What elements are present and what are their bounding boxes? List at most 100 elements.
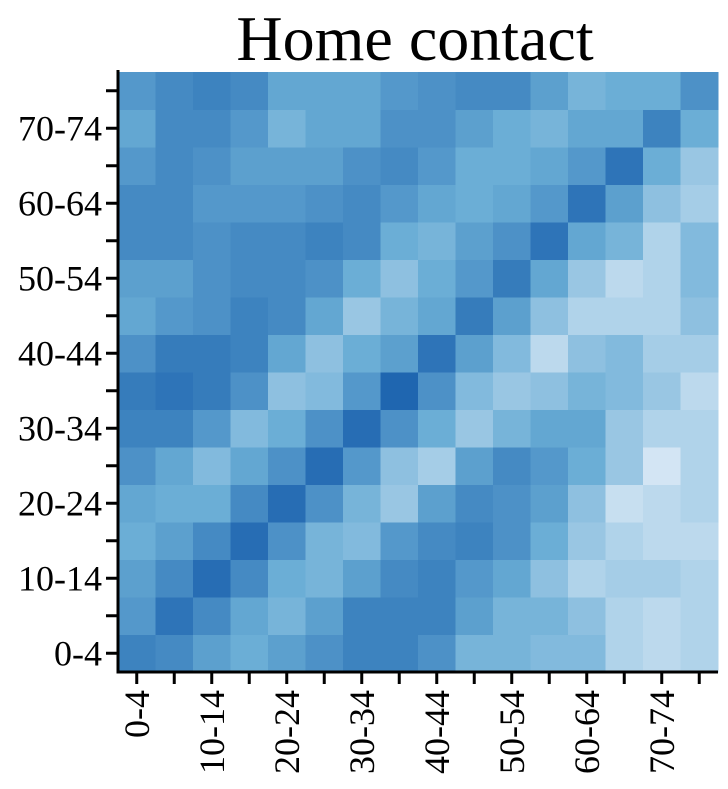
heatmap-cell [530, 597, 569, 635]
heatmap-cell [380, 447, 419, 485]
heatmap-cell [268, 147, 306, 185]
heatmap-cell [530, 184, 569, 223]
heatmap-cell [343, 484, 381, 523]
heatmap-cell [118, 522, 156, 560]
heatmap-cell [418, 184, 456, 223]
heatmap-cell [568, 109, 606, 148]
heatmap-cell [680, 522, 719, 560]
heatmap-cell [605, 147, 644, 185]
heatmap-cell [530, 484, 569, 523]
heatmap-cell [268, 484, 306, 523]
y-tick-label: 30-34 [18, 408, 102, 448]
y-tick-label: 20-24 [18, 483, 102, 523]
heatmap-cell [230, 147, 269, 185]
heatmap-cell [605, 72, 644, 110]
heatmap-cell [643, 597, 681, 635]
heatmap-cell [530, 522, 569, 560]
heatmap-cell [493, 597, 531, 635]
heatmap-cell [305, 259, 344, 298]
heatmap-cell [530, 372, 569, 410]
heatmap-cell [605, 484, 644, 523]
heatmap-cell [380, 372, 419, 410]
heatmap-cell [155, 597, 194, 635]
heatmap-cell [305, 559, 344, 598]
heatmap-cell [680, 334, 719, 373]
heatmap-cell [680, 259, 719, 298]
heatmap-cell [568, 372, 606, 410]
heatmap-cell [155, 184, 194, 223]
heatmap-cell [605, 372, 644, 410]
heatmap-cell [493, 222, 531, 260]
heatmap-cell [643, 259, 681, 298]
heatmap-cell [305, 372, 344, 410]
heatmap-cell [455, 184, 494, 223]
x-tick-label: 30-34 [342, 690, 382, 774]
heatmap-cell [230, 447, 269, 485]
heatmap-cell [418, 372, 456, 410]
heatmap-cell [380, 259, 419, 298]
heatmap-cell [118, 72, 156, 110]
heatmap-cell [568, 72, 606, 110]
heatmap-cell [493, 297, 531, 335]
heatmap-cell [380, 184, 419, 223]
heatmap-cell [643, 109, 681, 148]
heatmap-cell [118, 297, 156, 335]
heatmap-cell [418, 72, 456, 110]
heatmap-cell [230, 184, 269, 223]
heatmap-cell [418, 109, 456, 148]
heatmap-cell [418, 297, 456, 335]
heatmap-cell [530, 447, 569, 485]
heatmap-cell [305, 222, 344, 260]
heatmap-cell [455, 522, 494, 560]
heatmap-cell [305, 634, 344, 673]
heatmap-cell [230, 297, 269, 335]
heatmap-cell [605, 409, 644, 448]
heatmap-cell [680, 184, 719, 223]
heatmap-cell [680, 372, 719, 410]
heatmap-cell [343, 109, 381, 148]
heatmap-cell [193, 634, 231, 673]
heatmap-cell [643, 72, 681, 110]
heatmap-cell [418, 522, 456, 560]
heatmap-cell [193, 147, 231, 185]
heatmap-cell [193, 222, 231, 260]
heatmap-cell [680, 222, 719, 260]
heatmap-cell [268, 109, 306, 148]
heatmap-cell [230, 597, 269, 635]
heatmap-cell [493, 634, 531, 673]
heatmap-cell [343, 222, 381, 260]
heatmap-cell [643, 559, 681, 598]
heatmap-cell [155, 447, 194, 485]
heatmap-cell [380, 109, 419, 148]
heatmap-cell [305, 72, 344, 110]
heatmap-cell [118, 409, 156, 448]
heatmap-cell [343, 409, 381, 448]
heatmap-cell [305, 334, 344, 373]
heatmap-cell [493, 147, 531, 185]
x-tick-label: 10-14 [192, 690, 232, 774]
heatmap-cell [680, 109, 719, 148]
heatmap-cell [193, 334, 231, 373]
heatmap-cell [230, 334, 269, 373]
heatmap-cell [643, 522, 681, 560]
heatmap-cell [455, 372, 494, 410]
heatmap-cell [380, 72, 419, 110]
heatmap-cell [380, 409, 419, 448]
heatmap-cell [605, 522, 644, 560]
heatmap-cell [193, 297, 231, 335]
heatmap-cell [155, 634, 194, 673]
heatmap-cell [530, 259, 569, 298]
heatmap-cell [230, 409, 269, 448]
heatmap-cell [380, 147, 419, 185]
heatmap-cell [418, 559, 456, 598]
heatmap-cell [268, 522, 306, 560]
heatmap-cell [680, 484, 719, 523]
heatmap-cell [418, 147, 456, 185]
heatmap-cell [455, 334, 494, 373]
heatmap-cell [193, 484, 231, 523]
heatmap-cell [268, 447, 306, 485]
heatmap-cell [568, 522, 606, 560]
heatmap-cell [305, 147, 344, 185]
heatmap-cell [530, 297, 569, 335]
